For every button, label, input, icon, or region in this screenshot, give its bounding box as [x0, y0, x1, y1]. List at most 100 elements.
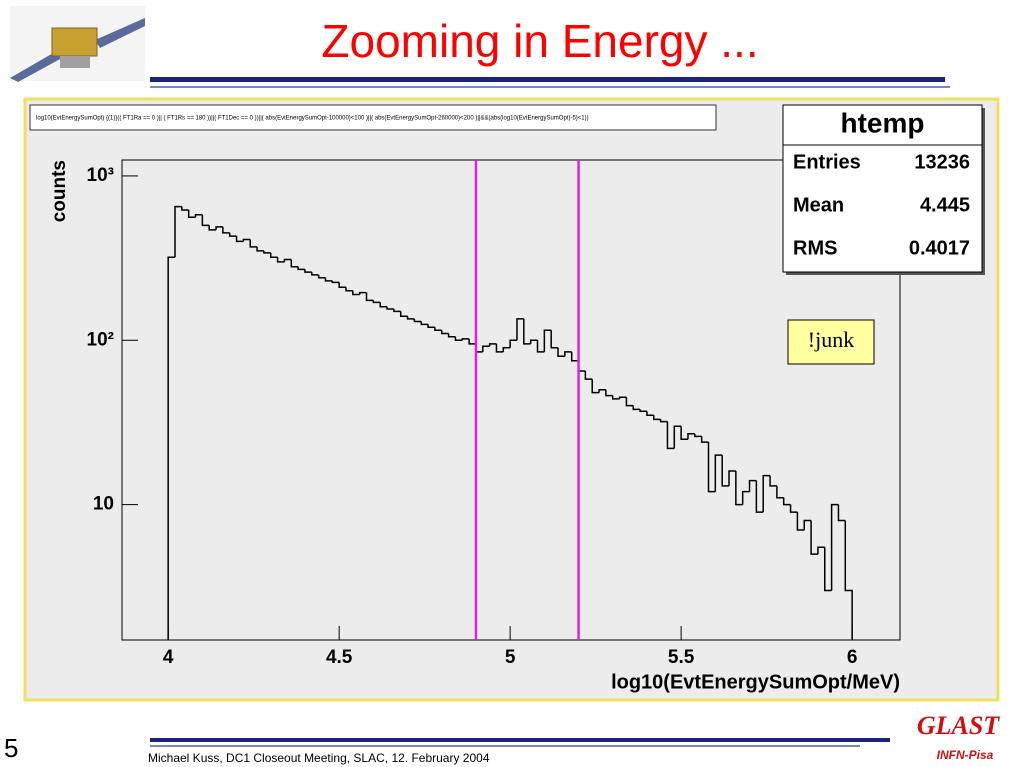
hist-bin — [420, 321, 429, 326]
hist-bin — [707, 442, 716, 493]
hist-bin — [167, 256, 176, 640]
stats-value: 4.445 — [920, 194, 970, 216]
footer-text: Michael Kuss, DC1 Closeout Meeting, SLAC… — [148, 751, 490, 765]
hist-bin — [543, 329, 552, 352]
hist-bin — [482, 345, 490, 352]
hist-bin — [352, 290, 360, 296]
hist-bin — [345, 287, 353, 292]
y-tick-label: 10 — [93, 494, 114, 515]
hist-bin — [591, 379, 600, 394]
stats-value: 13236 — [914, 151, 970, 173]
hist-bin — [536, 340, 545, 353]
hist-bin — [324, 277, 333, 282]
hist-bin — [625, 397, 634, 407]
hist-bin — [776, 485, 784, 499]
x-tick-label: 4 — [163, 647, 174, 668]
satellite-logo — [10, 6, 145, 82]
hist-bin — [830, 503, 839, 591]
title-rule — [150, 77, 945, 82]
hist-title-box — [29, 104, 717, 131]
hist-bin — [311, 272, 319, 276]
hist-bin — [297, 266, 305, 271]
hist-bin — [399, 311, 408, 317]
hist-bin — [263, 250, 271, 254]
hist-bin — [461, 338, 470, 341]
hist-bin — [502, 347, 511, 352]
hist-bin — [427, 324, 435, 329]
hist-bin — [509, 339, 517, 348]
hist-bin — [700, 436, 709, 443]
hist-bin — [365, 292, 374, 302]
hist-bin — [440, 330, 449, 335]
hist-bin — [434, 327, 442, 332]
hist-bin — [181, 206, 189, 211]
hist-bin — [803, 519, 812, 531]
hist-bin — [331, 280, 340, 284]
stats-name: htemp — [841, 107, 925, 138]
hist-bin — [584, 371, 593, 380]
footer-rule — [150, 745, 860, 747]
footer-rule — [150, 738, 890, 742]
stats-label: Mean — [793, 194, 844, 216]
hist-bin — [249, 239, 258, 248]
hist-bin — [516, 318, 524, 341]
hist-bin — [721, 455, 730, 487]
stats-value: 0.4017 — [909, 237, 970, 259]
hist-bin — [605, 389, 613, 397]
hist-bin — [386, 306, 394, 310]
hist-bin — [810, 520, 818, 555]
hist-bin — [358, 291, 367, 295]
hist-bin — [529, 339, 538, 344]
hist-bin — [632, 405, 641, 411]
y-tick-label: 10³ — [87, 165, 114, 186]
hist-bin — [639, 409, 647, 412]
y-tick-label: 10² — [87, 329, 114, 350]
hist-bin — [564, 351, 572, 357]
hist-bin — [762, 474, 771, 513]
hist-bin — [187, 210, 196, 219]
hist-bin — [687, 432, 695, 440]
hist-bin — [379, 302, 388, 308]
hist-bin — [338, 282, 346, 289]
hist-bin — [235, 236, 244, 243]
hist-bin — [824, 547, 832, 592]
hist-bin — [317, 274, 326, 279]
hist-bin — [817, 546, 825, 555]
x-tick-label: 5 — [505, 647, 516, 668]
annotation-box — [787, 319, 875, 365]
hist-bin — [782, 497, 791, 506]
hist-bin — [488, 343, 497, 347]
hist-bin — [495, 343, 504, 353]
hist-bin — [666, 421, 675, 450]
annotation: !junk — [808, 327, 854, 352]
hist-bin — [372, 300, 381, 304]
x-tick-label: 6 — [847, 647, 858, 668]
hist-bin — [447, 333, 456, 338]
hist-bin — [228, 232, 237, 237]
hist-bin — [215, 226, 223, 230]
hist-bin — [468, 338, 476, 345]
hist-bin — [611, 395, 620, 400]
hist-bin — [735, 471, 743, 506]
hist-bin — [222, 226, 230, 234]
hist-bin — [769, 475, 777, 487]
hist-bin — [406, 316, 415, 320]
hist-bin — [741, 490, 750, 505]
hist-bin — [201, 214, 210, 227]
hist-bin — [748, 479, 757, 492]
hist-bin — [673, 425, 682, 449]
hist-bin — [694, 433, 702, 438]
logo-subtext: INFN-Pisa — [937, 748, 994, 762]
hist-bin — [789, 504, 798, 513]
hist-bin — [570, 351, 579, 362]
title-rule — [150, 86, 950, 88]
hist-bin — [194, 214, 203, 218]
x-tick-label: 5.5 — [668, 647, 695, 668]
plot: 10³ 10² 10 4 4.5 5 5.5 6 log10(EvtEnergySumOpt/M… — [49, 104, 985, 693]
x-tick-label: 4.5 — [326, 647, 353, 668]
hist-bin — [276, 257, 285, 263]
page-number: 5 — [4, 733, 18, 763]
hist-bin — [304, 269, 312, 273]
stats-label: RMS — [793, 237, 837, 259]
